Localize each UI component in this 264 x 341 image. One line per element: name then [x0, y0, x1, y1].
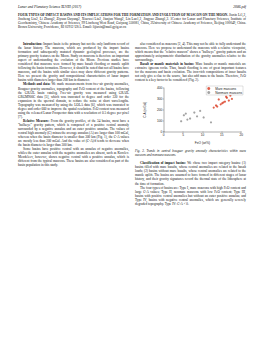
svg-text:Nonmare mascons: Nonmare mascons [215, 91, 242, 95]
svg-text:0: 0 [160, 130, 163, 134]
html-text:Introduction: Impact basin is: Introduction: Impact basin is the primar… [18, 42, 129, 83]
svg-text:400: 400 [157, 87, 163, 91]
svg-text:10: 10 [201, 133, 205, 137]
svg-text:300: 300 [157, 97, 163, 101]
svg-text:200: 200 [157, 108, 163, 112]
html-text:Classification of impact basin: Classification of impact basins: We chos… [135, 161, 246, 186]
svg-text:100: 100 [157, 119, 163, 123]
svg-text:Mare mascons: Mare mascons [215, 87, 236, 91]
svg-text:0: 0 [163, 133, 165, 137]
html-text:Basalt or mantle materials in: Basalt or mantle materials in basins: Ma… [135, 62, 246, 83]
html-text:2086.pdf: 2086.pdf [233, 5, 246, 9]
html-text:Lunar and Planetary Science XL: Lunar and Planetary Science XLVIII (2017… [18, 5, 82, 9]
svg-text:20: 20 [239, 133, 243, 137]
html-text:Fig. 2. Trends in central boug: Fig. 2. Trends in central bouguer gravit… [135, 149, 246, 158]
html-text:Methods and data: We made meas: Methods and data: We made measurements f… [18, 82, 129, 119]
svg-text:C-A (mGal): C-A (mGal) [143, 102, 147, 118]
svg-text:5: 5 [182, 133, 184, 137]
svg-text:FeO (wt%): FeO (wt%) [195, 141, 210, 145]
html-text:Some basins have positive cent: Some basins have positive central with a… [18, 147, 129, 168]
html-text:also considered as mascons [2,: also considered as mascons [2, 4]. This … [135, 42, 246, 63]
html-text:FOUR TYPES OF IMPACT BASINS AN: FOUR TYPES OF IMPACT BASINS AND ITS IMPL… [18, 13, 246, 30]
html-text:The four types of basins are:: The four types of basins are: Type I, ma… [135, 185, 246, 206]
html-text:Relative Measure: From the gra: Relative Measure: From the gravity profi… [18, 118, 129, 148]
svg-text:15: 15 [220, 133, 224, 137]
